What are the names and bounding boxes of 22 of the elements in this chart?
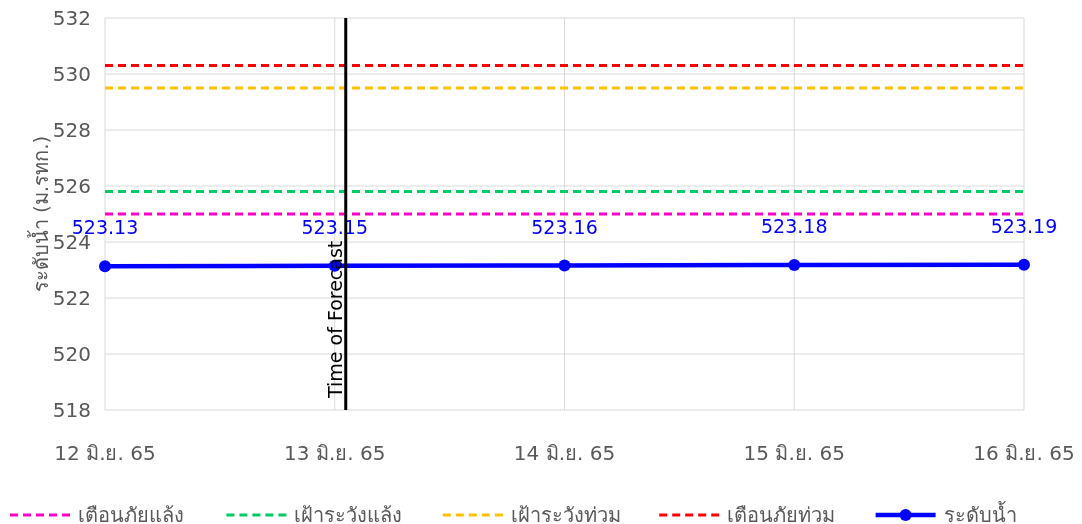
y-tick-label: 528 <box>52 118 91 142</box>
y-tick-label: 520 <box>52 342 91 366</box>
y-axis-title: ระดับน้ำ (ม.รทก.) <box>27 135 53 293</box>
y-tick-label: 526 <box>52 174 91 198</box>
x-tick-label: 15 มิ.ย. 65 <box>743 441 845 465</box>
y-tick-label: 518 <box>52 398 91 422</box>
legend-label: ระดับน้ำ <box>943 501 1017 524</box>
data-label: 523.16 <box>531 215 598 238</box>
legend-label: เฝ้าระวังแล้ง <box>294 503 403 524</box>
legend-label: เตือนภัยแล้ง <box>78 503 184 524</box>
x-tick-label: 16 มิ.ย. 65 <box>973 441 1075 465</box>
legend-label: เตือนภัยท่วม <box>727 503 836 524</box>
x-tick-label: 13 มิ.ย. 65 <box>284 441 386 465</box>
data-label: 523.18 <box>761 214 828 237</box>
y-tick-label: 532 <box>52 6 91 30</box>
data-label: 523.19 <box>990 214 1058 237</box>
legend-label: เฝ้าระวังท่วม <box>510 503 621 524</box>
x-tick-label: 12 มิ.ย. 65 <box>54 441 156 465</box>
y-tick-label: 522 <box>52 286 91 310</box>
x-tick-label: 14 มิ.ย. 65 <box>513 441 616 465</box>
ref-line-label: Time of Forecast <box>323 240 346 399</box>
y-tick-label: 530 <box>52 62 91 86</box>
